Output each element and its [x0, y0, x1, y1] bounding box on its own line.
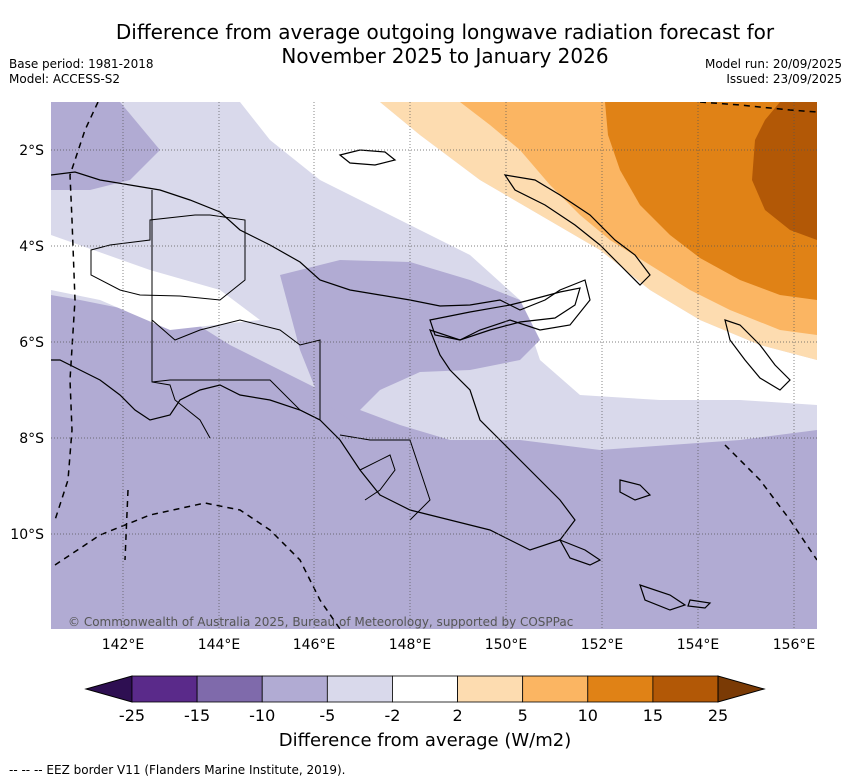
coastline-louisiade [558, 538, 602, 566]
anomaly-region-white [51, 235, 260, 330]
lat-label: 4°S [19, 239, 44, 255]
lat-label: 6°S [19, 335, 44, 351]
colorbar-tick-label: 5 [518, 706, 528, 725]
colorbar-swatch [131, 675, 198, 703]
coastline-solomon-islands [619, 479, 712, 611]
lon-label: 146°E [293, 637, 336, 653]
colorbar-swatch [392, 675, 458, 703]
border-province-2 [151, 319, 321, 421]
lat-label: 10°S [10, 527, 44, 543]
colorbar-swatch [326, 675, 393, 703]
lon-label: 154°E [677, 637, 720, 653]
eez-border-south [54, 502, 341, 629]
border-province-1 [90, 214, 246, 301]
border-province-4 [359, 454, 396, 501]
map-title: Difference from average outgoing longwav… [60, 20, 830, 68]
colorbar-tick-label: 15 [643, 706, 663, 725]
eez-border-ne [699, 102, 817, 113]
colorbar-extend-low [84, 675, 133, 703]
colorbar-extend-high [717, 675, 766, 703]
anomaly-region-west-lavender [51, 102, 160, 190]
colorbar-tick-label: -2 [384, 706, 400, 725]
coastline-new-guinea [51, 171, 591, 551]
colorbar-tick-label: -10 [249, 706, 275, 725]
coastline-new-britain [429, 287, 581, 341]
colorbar: -25 -15 -10 -5 -2 2 5 10 15 25 [84, 675, 766, 725]
lat-label: 2°S [19, 143, 44, 159]
base-period: Base period: 1981-2018 [9, 57, 154, 71]
admin-borders [90, 190, 431, 521]
graticule [51, 102, 817, 629]
copyright-text: © Commonwealth of Australia 2025, Bureau… [68, 615, 573, 629]
anomaly-region-white-band [240, 102, 817, 405]
colorbar-swatch [457, 675, 524, 703]
colorbar-swatch [522, 675, 589, 703]
lon-axis: 142°E 144°E 146°E 148°E 150°E 152°E 154°… [102, 637, 816, 653]
colorbar-tick-label: 10 [578, 706, 598, 725]
colorbar-tick-label: 25 [708, 706, 728, 725]
colorbar-swatch [587, 675, 654, 703]
lon-label: 150°E [485, 637, 528, 653]
meta-left: Base period: 1981-2018 Model: ACCESS-S2 [9, 57, 154, 87]
lon-label: 156°E [773, 637, 816, 653]
coastline-new-ireland [503, 174, 651, 286]
colorbar-swatch [261, 675, 328, 703]
lat-label: 8°S [19, 431, 44, 447]
border-province-3 [339, 434, 431, 521]
eez-borders [54, 102, 817, 629]
colorbar-swatch [196, 675, 263, 703]
border-indonesia-png [151, 190, 211, 439]
issued-date: Issued: 23/09/2025 [726, 72, 842, 86]
colorbar-tick-label: -25 [119, 706, 145, 725]
eez-border-east [724, 444, 817, 561]
anomaly-region-brown [752, 102, 817, 240]
lon-label: 152°E [581, 637, 624, 653]
eez-footnote: -- -- -- EEZ border V11 (Flanders Marine… [9, 763, 346, 777]
model-name: Model: ACCESS-S2 [9, 72, 121, 86]
colorbar-title: Difference from average (W/m2) [278, 730, 572, 751]
lon-label: 148°E [389, 637, 432, 653]
coastline-bougainville [724, 319, 791, 391]
model-run: Model run: 20/09/2025 [704, 57, 842, 71]
title-line-2: November 2025 to January 2026 [281, 44, 609, 68]
meta-right: Model run: 20/09/2025 Issued: 23/09/2025 [705, 57, 842, 87]
colorbar-tick-label: -15 [184, 706, 210, 725]
colorbar-swatch [652, 675, 719, 703]
title-line-1: Difference from average outgoing longwav… [115, 20, 775, 44]
eez-border-north [54, 102, 99, 521]
eez-border-nw [124, 489, 129, 561]
lat-axis: 2°S 4°S 6°S 8°S 10°S [10, 143, 44, 543]
coastlines [51, 149, 791, 611]
lon-label: 144°E [198, 637, 241, 653]
map-panel: © Commonwealth of Australia 2025, Bureau… [51, 102, 817, 629]
colorbar-tick-label: -5 [319, 706, 335, 725]
lon-label: 142°E [102, 637, 145, 653]
colorbar-tick-label: 2 [452, 706, 462, 725]
